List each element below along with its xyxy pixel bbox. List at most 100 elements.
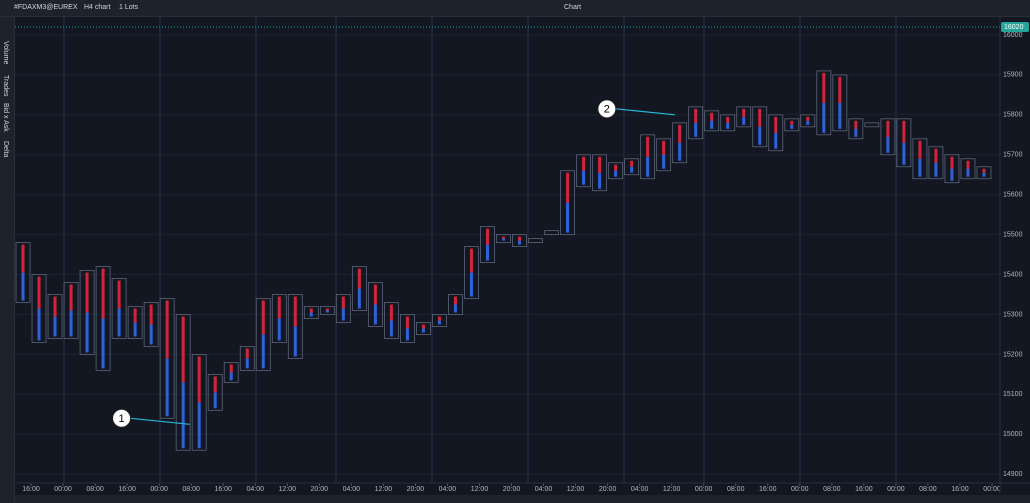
x-tick-label: 08:00 (86, 486, 104, 493)
x-tick-label: 16:00 (759, 486, 777, 493)
candle-box (592, 154, 607, 192)
candle-box (560, 170, 575, 236)
candle-box (736, 106, 752, 128)
x-tick-label: 12:00 (663, 486, 681, 493)
annotation-circle (112, 408, 132, 428)
tab[interactable]: Trades (2, 75, 9, 97)
candle-box (432, 314, 447, 327)
x-tick-label: 00:00 (983, 486, 1001, 493)
annotation-arrow (130, 417, 190, 425)
last-price-label: 16020 (1004, 24, 1024, 31)
candle-box (31, 274, 47, 343)
x-tick-label: 04:00 (343, 486, 361, 493)
timeframe[interactable]: H4 chart (84, 4, 111, 11)
candle-box (287, 294, 303, 359)
x-tick-label: 08:00 (919, 486, 937, 493)
candle-box (816, 70, 832, 136)
candle-box (960, 158, 976, 180)
scrollbar (15, 495, 1030, 503)
x-tick-label: 16:00 (214, 486, 232, 493)
y-tick-label: 15900 (1003, 72, 1023, 79)
x-tick-label: 00:00 (887, 486, 905, 493)
candle-box (464, 246, 479, 299)
candle-box (207, 373, 223, 411)
candle-box (399, 314, 415, 343)
candle-box (416, 322, 431, 335)
x-tick-label: 16:00 (22, 486, 40, 493)
x-tick-label: 20:00 (599, 486, 617, 493)
candle-box (832, 74, 848, 132)
y-tick-label: 15800 (1003, 112, 1023, 119)
x-tick-label: 00:00 (695, 486, 713, 493)
symbol[interactable]: #FDAXM3@EUREX (14, 4, 78, 11)
candle-box (496, 234, 511, 244)
tab[interactable]: Delta (2, 141, 9, 158)
candle-box (271, 294, 287, 343)
candle-box (79, 270, 95, 355)
candle-box (47, 294, 63, 339)
candle-box (976, 166, 992, 180)
candle-box (720, 114, 736, 132)
candle-box (928, 146, 944, 180)
candle-box (656, 138, 672, 172)
candle-box (239, 346, 255, 371)
x-tick-label: 12:00 (567, 486, 585, 493)
x-tick-label: 00:00 (150, 486, 168, 493)
candle-box (111, 278, 127, 339)
y-tick-label: 15500 (1003, 231, 1023, 238)
candle-box (175, 314, 191, 451)
candle-box (576, 154, 591, 188)
candle-box (63, 282, 79, 339)
candle-box (383, 302, 399, 339)
candle-box (752, 106, 768, 148)
x-tick-label: 04:00 (631, 486, 649, 493)
y-tick-label: 16000 (1003, 32, 1023, 39)
x-tick-label: 04:00 (535, 486, 553, 493)
candle-box (15, 242, 31, 303)
candle-box (640, 134, 656, 180)
candle-box (768, 114, 784, 152)
toolbar: #FDAXM3@EUREX H4 chart 1 Lots Chart (0, 0, 1030, 17)
candle-box (880, 118, 896, 156)
x-tick-label: 00:00 (791, 486, 809, 493)
annotation-label: 2 (604, 104, 610, 116)
tab[interactable]: Bid x Ask (2, 103, 9, 132)
candle-box (912, 138, 928, 180)
candle-box (784, 118, 800, 132)
y-tick-label: 15300 (1003, 311, 1023, 318)
candle-box (143, 302, 159, 347)
candle-box (480, 226, 495, 263)
y-tick-label: 15100 (1003, 391, 1023, 398)
x-tick-label: 12:00 (471, 486, 489, 493)
candle-box (544, 230, 559, 236)
candle-box (351, 266, 367, 311)
x-tick-label: 08:00 (727, 486, 745, 493)
candle-box (255, 298, 271, 371)
candle-box (319, 306, 335, 315)
candle-box (704, 110, 720, 132)
candle-box (864, 122, 880, 128)
annotation-circle (597, 99, 617, 119)
candle-box (95, 266, 111, 371)
x-tick-label: 20:00 (311, 486, 329, 493)
x-tick-label: 04:00 (439, 486, 457, 493)
x-tick-label: 12:00 (375, 486, 393, 493)
x-tick-label: 12:00 (279, 486, 297, 493)
candle-box (896, 118, 912, 168)
candle-box (944, 154, 960, 184)
candle-box (848, 118, 864, 140)
y-tick-label: 15600 (1003, 192, 1023, 199)
tab[interactable]: Volume (2, 41, 9, 65)
candle-box (528, 238, 543, 244)
candle-box (367, 282, 383, 327)
y-tick-label: 15700 (1003, 152, 1023, 159)
x-tick-label: 20:00 (503, 486, 521, 493)
y-tick-label: 15400 (1003, 271, 1023, 278)
x-tick-label: 20:00 (407, 486, 425, 493)
lots[interactable]: 1 Lots (119, 4, 139, 11)
y-tick-label: 15200 (1003, 351, 1023, 358)
left-toolbar: Volume Trades Bid x Ask Delta (0, 17, 15, 503)
candle-box (223, 362, 239, 383)
